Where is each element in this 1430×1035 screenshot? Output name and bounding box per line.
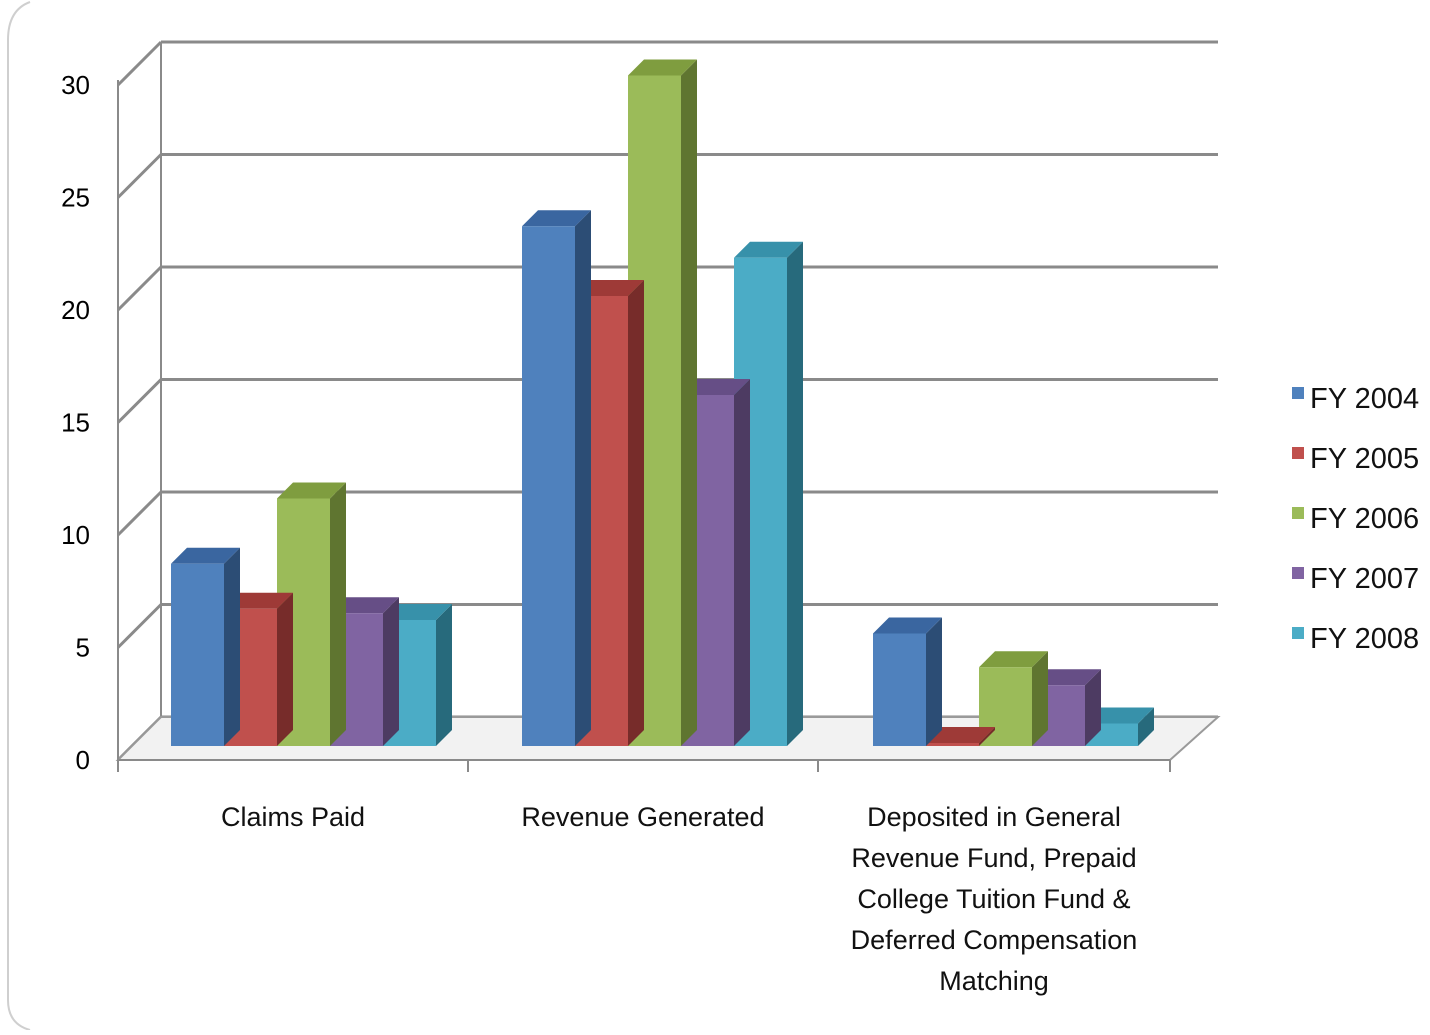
category-label: Deferred Compensation bbox=[851, 925, 1138, 955]
gridline-diagonal bbox=[116, 265, 163, 312]
frame-border bbox=[7, 1, 31, 1031]
bar-side bbox=[383, 597, 399, 746]
y-tick-label: 20 bbox=[61, 295, 90, 325]
gridline-diagonal bbox=[116, 153, 163, 199]
bar-front bbox=[926, 743, 979, 746]
bar-side bbox=[1138, 707, 1154, 746]
bar bbox=[575, 280, 644, 746]
category-label: Revenue Generated bbox=[521, 802, 764, 832]
bar-side bbox=[1085, 669, 1101, 746]
bar-top bbox=[522, 210, 591, 227]
gridline-diagonal bbox=[116, 378, 163, 424]
y-axis-ticks: 0 5 10 15 20 25 30 bbox=[61, 70, 90, 775]
bar-side bbox=[979, 727, 995, 746]
legend-label: FY 2007 bbox=[1310, 563, 1419, 595]
bar-side bbox=[575, 210, 591, 746]
legend-label: FY 2008 bbox=[1310, 623, 1419, 655]
legend-label: FY 2005 bbox=[1310, 443, 1419, 475]
legend-swatch bbox=[1292, 447, 1304, 459]
bar-front bbox=[171, 563, 224, 746]
axes bbox=[117, 80, 1171, 772]
category-label: Revenue Fund, Prepaid bbox=[851, 843, 1136, 873]
legend: FY 2004 FY 2005 FY 2006 FY 2007 FY 2008 bbox=[1292, 383, 1419, 655]
bar-top bbox=[681, 379, 750, 395]
legend-label: FY 2004 bbox=[1310, 383, 1419, 415]
category-label: College Tuition Fund & bbox=[857, 884, 1130, 914]
category-labels: Claims Paid Revenue Generated Deposited in… bbox=[221, 802, 1137, 996]
bar-side bbox=[224, 547, 240, 746]
bar bbox=[873, 617, 942, 746]
bar-top bbox=[277, 482, 346, 499]
bar-side bbox=[926, 617, 942, 746]
bar-side bbox=[787, 241, 803, 746]
bar-front bbox=[873, 633, 926, 746]
bar bbox=[734, 241, 803, 746]
bar-side bbox=[436, 604, 452, 746]
bar-top bbox=[575, 280, 644, 296]
y-tick-label: 10 bbox=[61, 520, 90, 550]
bar-side bbox=[330, 482, 346, 746]
bar-top bbox=[224, 592, 293, 609]
legend-label: FY 2006 bbox=[1310, 503, 1419, 535]
y-tick-label: 5 bbox=[76, 633, 90, 663]
gridline-diagonal bbox=[116, 40, 163, 87]
bar bbox=[522, 210, 591, 746]
bar-top bbox=[873, 617, 942, 634]
bar-side bbox=[681, 59, 697, 746]
y-tick-label: 30 bbox=[61, 70, 90, 100]
bar-side bbox=[734, 379, 750, 746]
category-label: Claims Paid bbox=[221, 802, 365, 832]
bar-top bbox=[628, 59, 697, 76]
category-label: Deposited in General bbox=[867, 802, 1121, 832]
gridline-diagonal bbox=[116, 603, 163, 649]
legend-swatch bbox=[1292, 387, 1304, 399]
bar-side bbox=[1032, 651, 1048, 746]
gridline-diagonal bbox=[116, 490, 163, 537]
bar-top bbox=[171, 547, 240, 564]
category-label: Matching bbox=[939, 966, 1049, 996]
y-tick-label: 15 bbox=[61, 408, 90, 438]
bar-top bbox=[383, 604, 452, 620]
bar-side bbox=[277, 592, 293, 746]
legend-swatch bbox=[1292, 567, 1304, 579]
legend-swatch bbox=[1292, 507, 1304, 519]
bar-top bbox=[979, 651, 1048, 668]
y-tick-label: 0 bbox=[76, 745, 90, 775]
bar-top bbox=[926, 727, 995, 743]
bar-top bbox=[330, 597, 399, 614]
bar bbox=[926, 727, 995, 746]
bars bbox=[171, 59, 1154, 746]
bar-front bbox=[522, 226, 575, 746]
bar-top bbox=[1085, 707, 1154, 724]
bar-top bbox=[1032, 669, 1101, 686]
bar-side bbox=[628, 280, 644, 746]
bar-top bbox=[734, 241, 803, 258]
y-tick-label: 25 bbox=[61, 183, 90, 213]
legend-swatch bbox=[1292, 627, 1304, 639]
bar bbox=[171, 547, 240, 746]
